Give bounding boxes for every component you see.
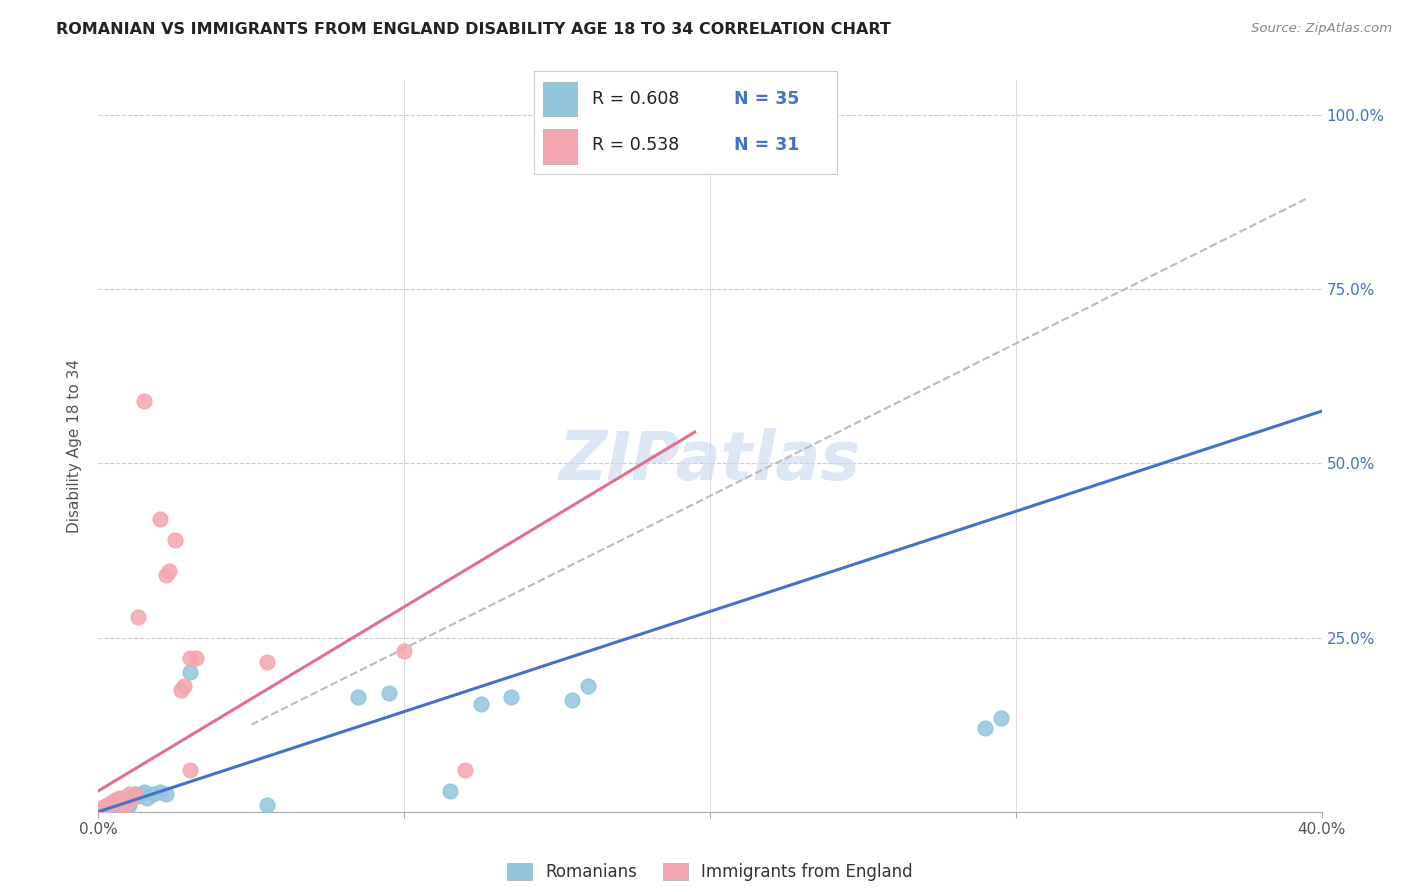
Point [118,787,141,801]
Point [157,565,180,579]
Point [990,711,1012,725]
Point [127,789,149,804]
Point [108,803,131,817]
Point [576,679,599,693]
Point [256,797,278,812]
Point [124,787,146,801]
Text: Source: ZipAtlas.com: Source: ZipAtlas.com [1251,22,1392,36]
Point [170,682,193,697]
Point [149,512,172,526]
Point [392,644,416,658]
Point [155,787,177,801]
Point [136,790,159,805]
Point [439,784,461,798]
Point [97,797,120,812]
Point [100,799,122,814]
Point [256,655,278,669]
Point [118,790,141,805]
Point [179,763,201,777]
Point [103,794,125,808]
Point [97,800,120,814]
Text: R = 0.608: R = 0.608 [592,90,679,108]
Point [127,609,149,624]
Point [173,679,195,693]
Point [105,799,128,814]
Point [111,794,134,808]
Text: R = 0.538: R = 0.538 [592,136,679,154]
Point [134,785,156,799]
Point [124,787,146,801]
Point [108,797,131,812]
Point [134,393,156,408]
Point [105,792,128,806]
Point [111,799,134,814]
Point [470,697,492,711]
Point [118,797,141,812]
Text: N = 31: N = 31 [734,136,799,154]
Text: ZIPatlas: ZIPatlas [560,427,860,493]
Point [179,665,201,680]
Point [561,693,583,707]
Point [974,721,997,735]
Point [347,690,370,704]
Point [129,787,152,801]
Point [149,785,172,799]
Point [115,801,138,815]
Point [100,801,122,815]
Point [100,797,122,811]
Point [90,801,112,815]
Point [179,651,201,665]
Point [93,802,115,816]
Point [118,794,141,808]
Bar [543,81,576,117]
Legend: Romanians, Immigrants from England: Romanians, Immigrants from England [501,856,920,888]
Bar [543,128,576,163]
Point [115,797,138,811]
Point [501,690,523,704]
Y-axis label: Disability Age 18 to 34: Disability Age 18 to 34 [67,359,83,533]
Point [90,801,112,815]
Text: N = 35: N = 35 [734,90,799,108]
Point [108,790,131,805]
Point [111,799,134,814]
Point [142,787,165,801]
Point [105,797,128,811]
Point [103,801,125,815]
Point [155,567,177,582]
Point [97,803,120,817]
Point [454,763,477,777]
Point [163,533,186,547]
Text: ROMANIAN VS IMMIGRANTS FROM ENGLAND DISABILITY AGE 18 TO 34 CORRELATION CHART: ROMANIAN VS IMMIGRANTS FROM ENGLAND DISA… [56,22,891,37]
Point [93,799,115,814]
Point [378,686,401,700]
Point [103,797,125,812]
Point [186,651,208,665]
